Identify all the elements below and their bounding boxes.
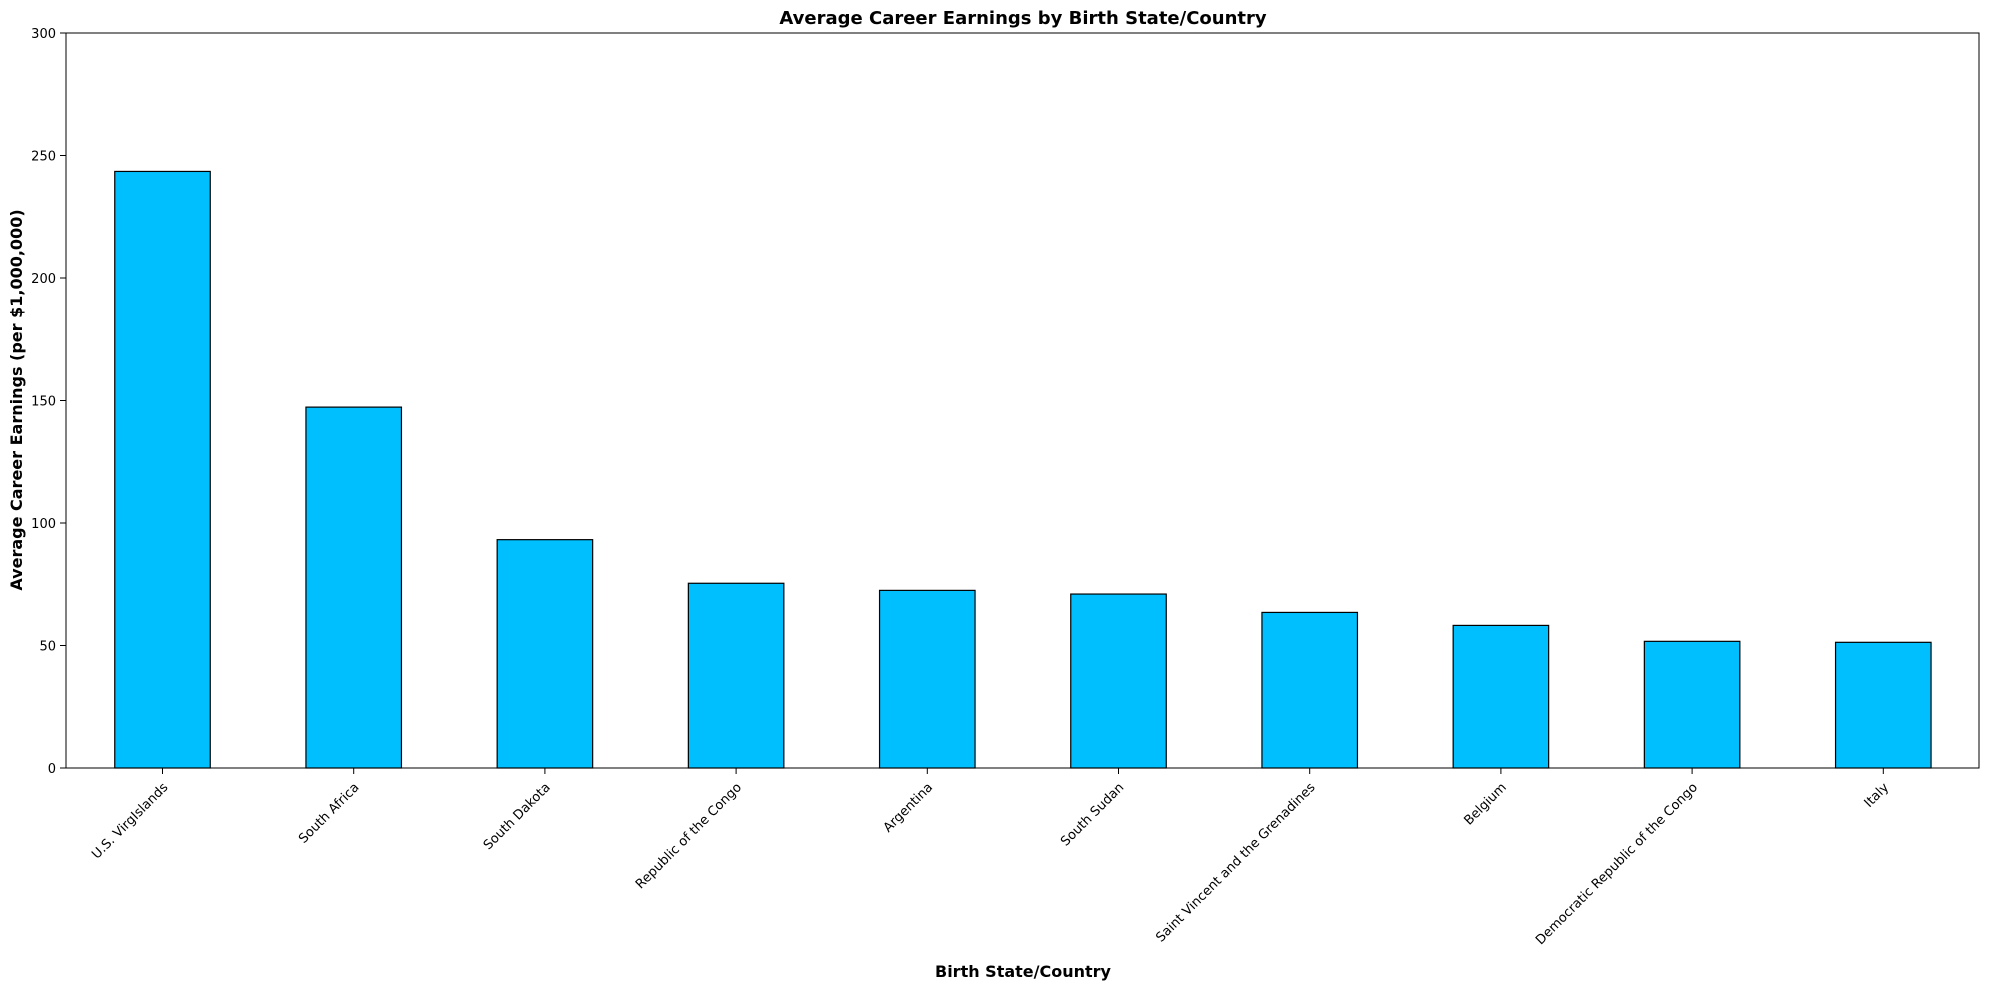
plot-frame bbox=[65, 32, 1980, 769]
bar bbox=[1070, 593, 1167, 769]
y-axis: 0 50 100 150 200 250 300 bbox=[31, 27, 66, 777]
bar bbox=[496, 539, 594, 769]
y-tick-label: 0 bbox=[48, 762, 56, 777]
bar bbox=[1643, 640, 1741, 769]
bar bbox=[878, 589, 976, 769]
x-axis-label: Birth State/Country bbox=[935, 962, 1112, 981]
bar bbox=[1261, 611, 1359, 769]
bar bbox=[305, 406, 403, 769]
y-tick-label: 300 bbox=[31, 27, 56, 42]
y-tick-label: 100 bbox=[31, 517, 56, 532]
y-tick-label: 150 bbox=[31, 395, 56, 410]
bar bbox=[114, 170, 211, 769]
y-tick-label: 200 bbox=[31, 272, 56, 287]
bar bbox=[1834, 641, 1932, 769]
y-tick-label: 50 bbox=[39, 640, 56, 655]
chart-title: Average Career Earnings by Birth State/C… bbox=[779, 8, 1267, 29]
bar bbox=[1452, 624, 1550, 769]
y-axis-label: Average Career Earnings (per $1,000,000) bbox=[7, 209, 26, 590]
bar bbox=[687, 582, 785, 769]
y-tick-label: 250 bbox=[31, 150, 56, 165]
bars-group bbox=[114, 170, 1932, 769]
